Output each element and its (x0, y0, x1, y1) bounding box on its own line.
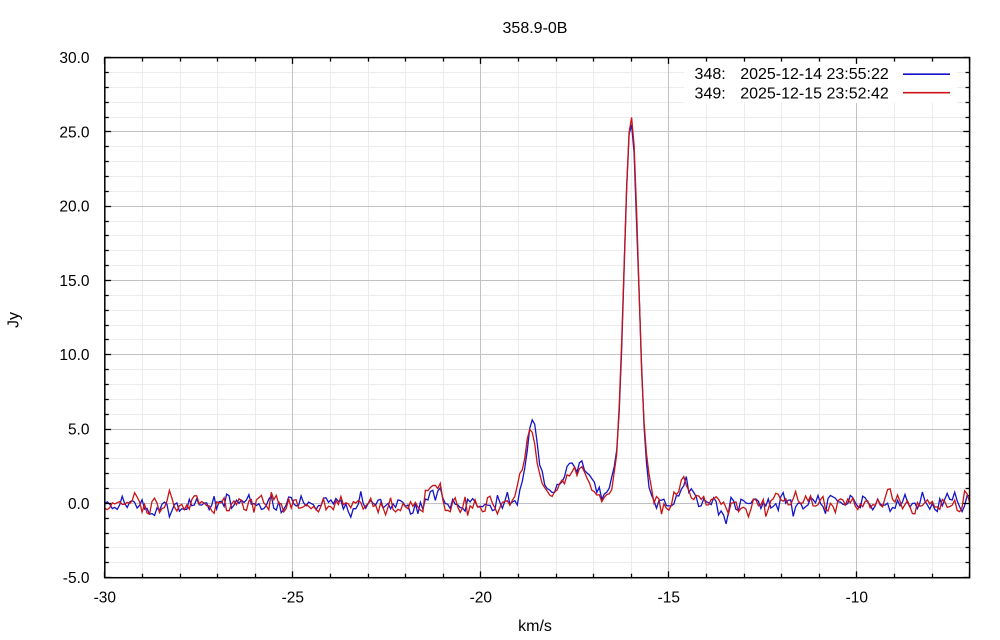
svg-text:-25: -25 (282, 589, 304, 606)
svg-text:15.0: 15.0 (59, 273, 90, 290)
svg-text:Jy: Jy (6, 312, 23, 328)
svg-text:-10: -10 (846, 589, 869, 606)
svg-text:10.0: 10.0 (59, 347, 90, 364)
svg-text:0.0: 0.0 (68, 496, 90, 513)
svg-text:20.0: 20.0 (59, 199, 90, 216)
svg-text:358.9-0B: 358.9-0B (503, 20, 568, 37)
svg-text:-5.0: -5.0 (63, 570, 90, 587)
svg-text:5.0: 5.0 (68, 422, 90, 439)
svg-text:349:: 349: (695, 85, 726, 102)
svg-text:348:: 348: (695, 66, 726, 83)
svg-text:-15: -15 (658, 589, 680, 606)
svg-text:-30: -30 (94, 589, 117, 606)
svg-text:-20: -20 (470, 589, 493, 606)
svg-text:25.0: 25.0 (59, 124, 90, 141)
svg-text:30.0: 30.0 (59, 50, 90, 67)
svg-text:2025-12-15 23:52:42: 2025-12-15 23:52:42 (740, 85, 889, 102)
svg-text:km/s: km/s (518, 618, 552, 635)
svg-text:2025-12-14 23:55:22: 2025-12-14 23:55:22 (740, 66, 889, 83)
